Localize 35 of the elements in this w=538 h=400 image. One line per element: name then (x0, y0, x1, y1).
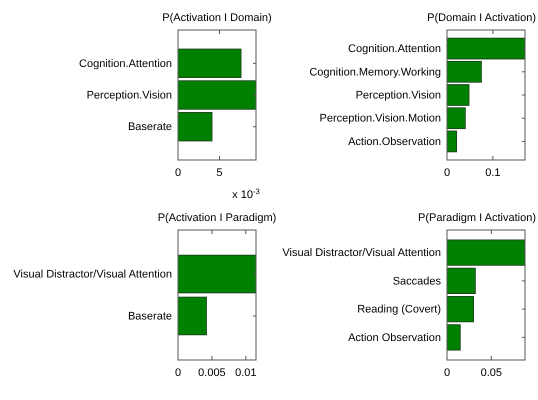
bar (178, 48, 242, 78)
chart-title: P(Activation I Paradigm) (158, 212, 276, 224)
y-tick-label: Saccades (392, 275, 442, 288)
bar (446, 268, 476, 294)
x-tick-label: 5 (216, 166, 223, 179)
chart-title: P(Domain I Activation) (427, 12, 536, 24)
y-tick-label: Action.Observation (348, 136, 441, 148)
y-tick-label: Perception.Vision (356, 90, 441, 102)
x-tick-label: 0.1 (485, 166, 501, 179)
y-tick-label: Perception.Vision (86, 90, 172, 102)
y-tick-label: Reading (Covert) (357, 304, 441, 316)
y-tick-label: Cognition.Attention (79, 58, 172, 70)
y-tick-label: Cognition.Memory.Working (309, 66, 441, 78)
x-tick-label: 0.01 (235, 366, 257, 379)
y-tick-label: Baserate (128, 310, 172, 322)
x-tick-label: 0 (174, 366, 182, 379)
x-tick-label: 0 (174, 166, 182, 179)
bar (178, 80, 256, 110)
x-tick-label: 0 (444, 366, 450, 379)
y-tick-label: Visual Distractor/Visual Attention (13, 268, 172, 281)
bar (178, 112, 212, 142)
bar (446, 296, 474, 322)
chart-title: P(Activation I Domain) (162, 12, 272, 24)
text: x 10$^{-3}$ (232, 186, 260, 201)
chart-title: P(Paradigm I Activation) (418, 212, 536, 224)
x-tick-label: 0 (444, 166, 450, 179)
x-tick-label: 0.005 (198, 366, 226, 379)
y-tick-label: Action Observation (348, 332, 441, 344)
x-tick-label: 0.05 (480, 366, 502, 379)
y-tick-label: Baserate (128, 121, 172, 134)
bar (446, 324, 461, 351)
y-tick-label: Visual Distractor/Visual Attention (282, 247, 441, 260)
y-tick-label: Cognition.Attention (348, 43, 441, 56)
y-tick-label: Perception.Vision.Motion (320, 112, 441, 125)
bar (446, 239, 526, 266)
